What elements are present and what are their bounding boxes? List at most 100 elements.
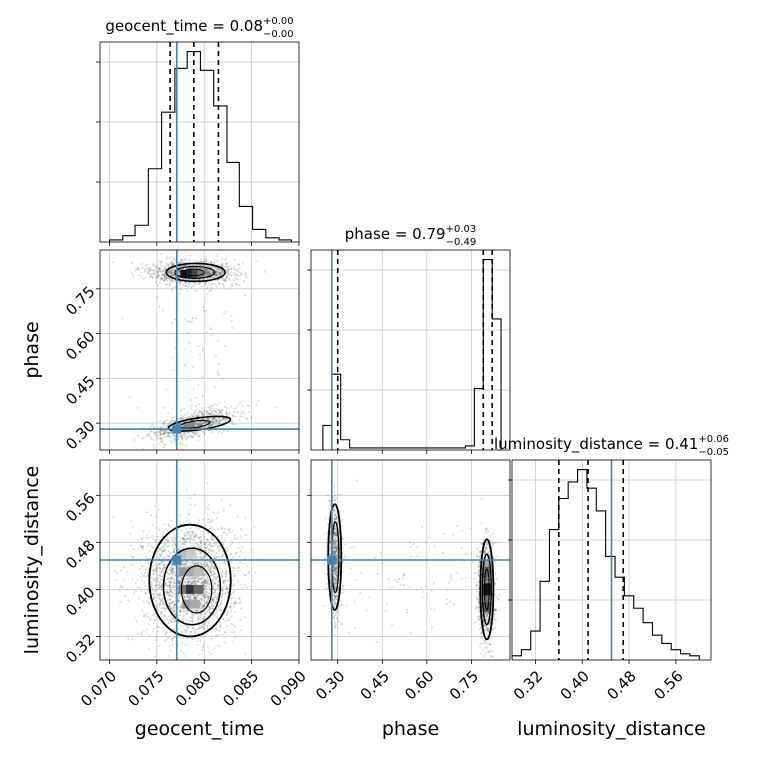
sample-point <box>161 575 164 578</box>
sample-point <box>153 593 156 596</box>
sample-point <box>213 647 216 650</box>
sample-point <box>205 664 207 666</box>
sample-point <box>154 515 157 518</box>
sample-point <box>171 289 174 292</box>
sample-point <box>163 266 166 269</box>
sample-point <box>192 432 195 435</box>
sample-point <box>159 440 162 443</box>
sample-point <box>234 274 237 277</box>
sample-point <box>170 272 173 275</box>
sample-point <box>226 276 229 279</box>
sample-point <box>166 418 169 421</box>
sample-point <box>119 586 122 589</box>
sample-point <box>204 430 207 433</box>
sample-point <box>150 545 153 548</box>
sample-point <box>180 417 183 420</box>
sample-point <box>187 580 190 583</box>
sample-point <box>151 630 154 633</box>
sample-point <box>159 594 162 597</box>
sample-point <box>212 579 215 582</box>
sample-point <box>205 331 208 334</box>
sample-point <box>238 271 241 274</box>
sample-point <box>170 274 173 277</box>
diag-phase-frame <box>310 249 511 451</box>
sample-point <box>189 503 192 506</box>
sample-point <box>213 580 216 583</box>
sample-point <box>205 422 208 425</box>
sample-point <box>190 597 193 600</box>
sample-point <box>227 412 230 415</box>
sample-point <box>188 281 191 284</box>
sample-point <box>201 430 204 433</box>
sample-point <box>163 556 166 559</box>
sample-point <box>210 573 213 576</box>
sample-point <box>182 537 185 540</box>
sample-point <box>224 563 227 566</box>
sample-point <box>218 268 221 271</box>
sample-point <box>153 439 156 442</box>
sample-point <box>167 591 170 594</box>
sample-point <box>196 575 199 578</box>
sample-point <box>164 615 167 618</box>
sample-point <box>212 582 215 585</box>
sample-point <box>199 282 202 285</box>
sample-point <box>160 260 163 263</box>
sample-point <box>209 424 212 427</box>
sample-point <box>183 565 186 568</box>
sample-point <box>227 579 230 582</box>
sample-point <box>238 267 241 270</box>
sample-point <box>158 586 161 589</box>
sample-point <box>197 575 200 578</box>
sample-point <box>152 597 155 600</box>
sample-point <box>227 272 230 275</box>
sample-point <box>166 538 169 541</box>
sample-point <box>149 616 152 619</box>
sample-point <box>178 276 181 279</box>
sample-point <box>233 258 236 261</box>
sample-point <box>201 648 204 651</box>
sample-point <box>143 270 146 273</box>
sample-point <box>157 273 160 276</box>
sample-point <box>172 257 175 260</box>
sample-point <box>234 277 237 280</box>
sample-point <box>183 425 186 428</box>
sample-point <box>154 280 157 283</box>
sample-point <box>233 602 236 605</box>
sample-point <box>183 628 186 631</box>
sample-point <box>215 541 218 544</box>
sample-point <box>210 289 213 292</box>
sample-point <box>170 431 173 434</box>
sample-point <box>169 273 172 276</box>
sample-point <box>230 314 233 317</box>
sample-point <box>174 589 177 592</box>
sample-point <box>187 411 190 414</box>
sample-point <box>205 564 208 567</box>
sample-point <box>185 612 188 615</box>
sample-point <box>182 545 185 548</box>
sample-point <box>197 423 200 426</box>
sample-point <box>191 576 194 579</box>
sample-point <box>157 266 160 269</box>
sample-point <box>191 266 194 269</box>
sample-point <box>188 582 191 585</box>
sample-point <box>217 604 220 607</box>
sample-point <box>130 544 133 547</box>
sample-point <box>206 595 209 598</box>
sample-point <box>189 630 192 633</box>
sample-point <box>202 582 205 585</box>
sample-point <box>232 265 235 268</box>
sample-point <box>140 572 143 575</box>
sample-point <box>149 273 152 276</box>
sample-point <box>209 575 212 578</box>
sample-point <box>189 350 192 353</box>
sample-point <box>207 605 210 608</box>
sample-point <box>207 592 210 595</box>
sample-point <box>211 599 214 602</box>
sample-point <box>192 595 195 598</box>
sample-point <box>173 274 176 277</box>
sample-point <box>185 267 188 270</box>
sample-point <box>169 584 172 587</box>
sample-point <box>481 649 484 652</box>
sample-point <box>201 413 204 416</box>
sample-point <box>239 415 242 418</box>
